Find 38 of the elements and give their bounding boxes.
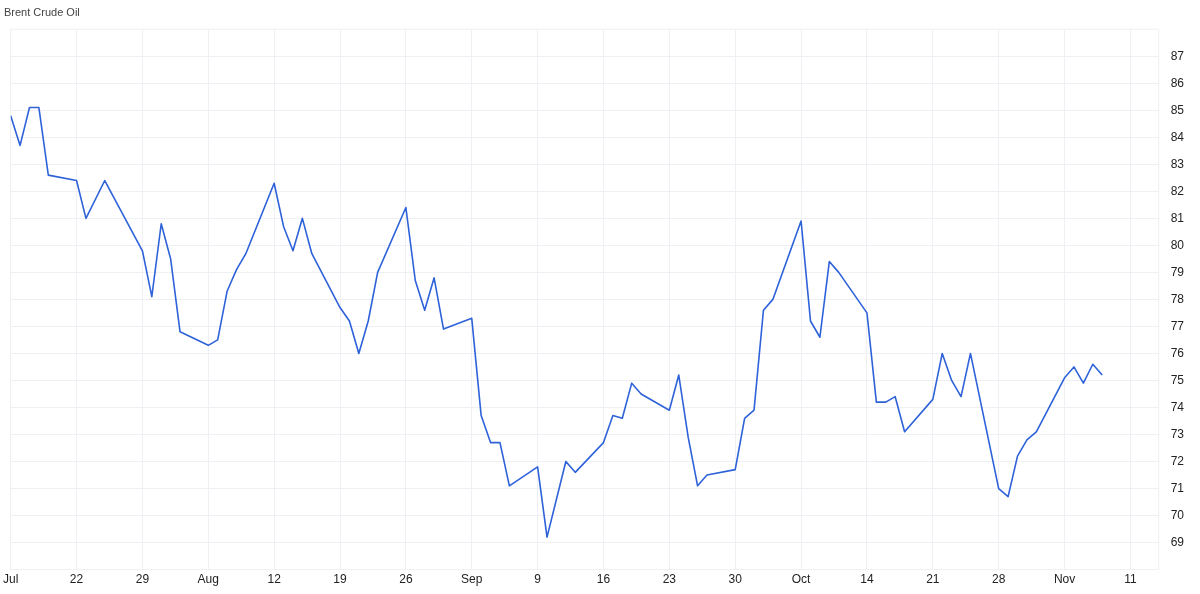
y-tick-label: 79 xyxy=(1170,264,1185,279)
y-tick-label: 87 xyxy=(1170,48,1185,63)
x-tick-label: 29 xyxy=(135,572,150,587)
y-tick-label: 70 xyxy=(1170,507,1185,522)
x-tick-label: 28 xyxy=(992,572,1006,587)
x-tick-label: 9 xyxy=(534,572,542,587)
chart-title: Brent Crude Oil xyxy=(4,5,80,18)
x-tick-label: 30 xyxy=(728,572,743,587)
x-tick-label: 22 xyxy=(69,572,84,587)
x-tick-label: 11 xyxy=(1124,572,1137,587)
x-tick-label: Oct xyxy=(791,572,812,587)
x-tick-label: 19 xyxy=(333,572,347,587)
y-tick-label: 81 xyxy=(1170,210,1185,225)
y-tick-label: 77 xyxy=(1170,318,1185,333)
x-tick-label: 23 xyxy=(662,572,677,587)
y-tick-label: 75 xyxy=(1170,372,1185,387)
y-tick-label: 71 xyxy=(1170,480,1185,495)
y-tick-label: 78 xyxy=(1170,291,1185,306)
x-tick-label: Jul xyxy=(3,572,19,587)
x-tick-label: 14 xyxy=(860,572,874,587)
x-tick-label: 21 xyxy=(926,572,940,587)
y-tick-label: 74 xyxy=(1170,399,1185,414)
y-tick-label: 84 xyxy=(1170,129,1185,144)
y-tick-label: 73 xyxy=(1170,426,1185,441)
y-tick-label: 82 xyxy=(1170,183,1185,198)
x-tick-label: 26 xyxy=(399,572,413,587)
y-tick-label: 83 xyxy=(1170,156,1185,171)
y-tick-label: 72 xyxy=(1170,453,1185,468)
x-tick-label: Nov xyxy=(1053,572,1076,587)
x-tick-label: Aug xyxy=(197,572,219,587)
x-tick-label: 16 xyxy=(596,572,611,587)
y-tick-label: 80 xyxy=(1170,237,1185,252)
y-tick-label: 76 xyxy=(1170,345,1185,360)
y-tick-label: 86 xyxy=(1170,75,1185,90)
y-tick-label: 69 xyxy=(1170,534,1185,549)
x-tick-label: Sep xyxy=(461,572,483,587)
x-tick-label: 12 xyxy=(267,572,282,587)
y-tick-label: 85 xyxy=(1170,102,1185,117)
